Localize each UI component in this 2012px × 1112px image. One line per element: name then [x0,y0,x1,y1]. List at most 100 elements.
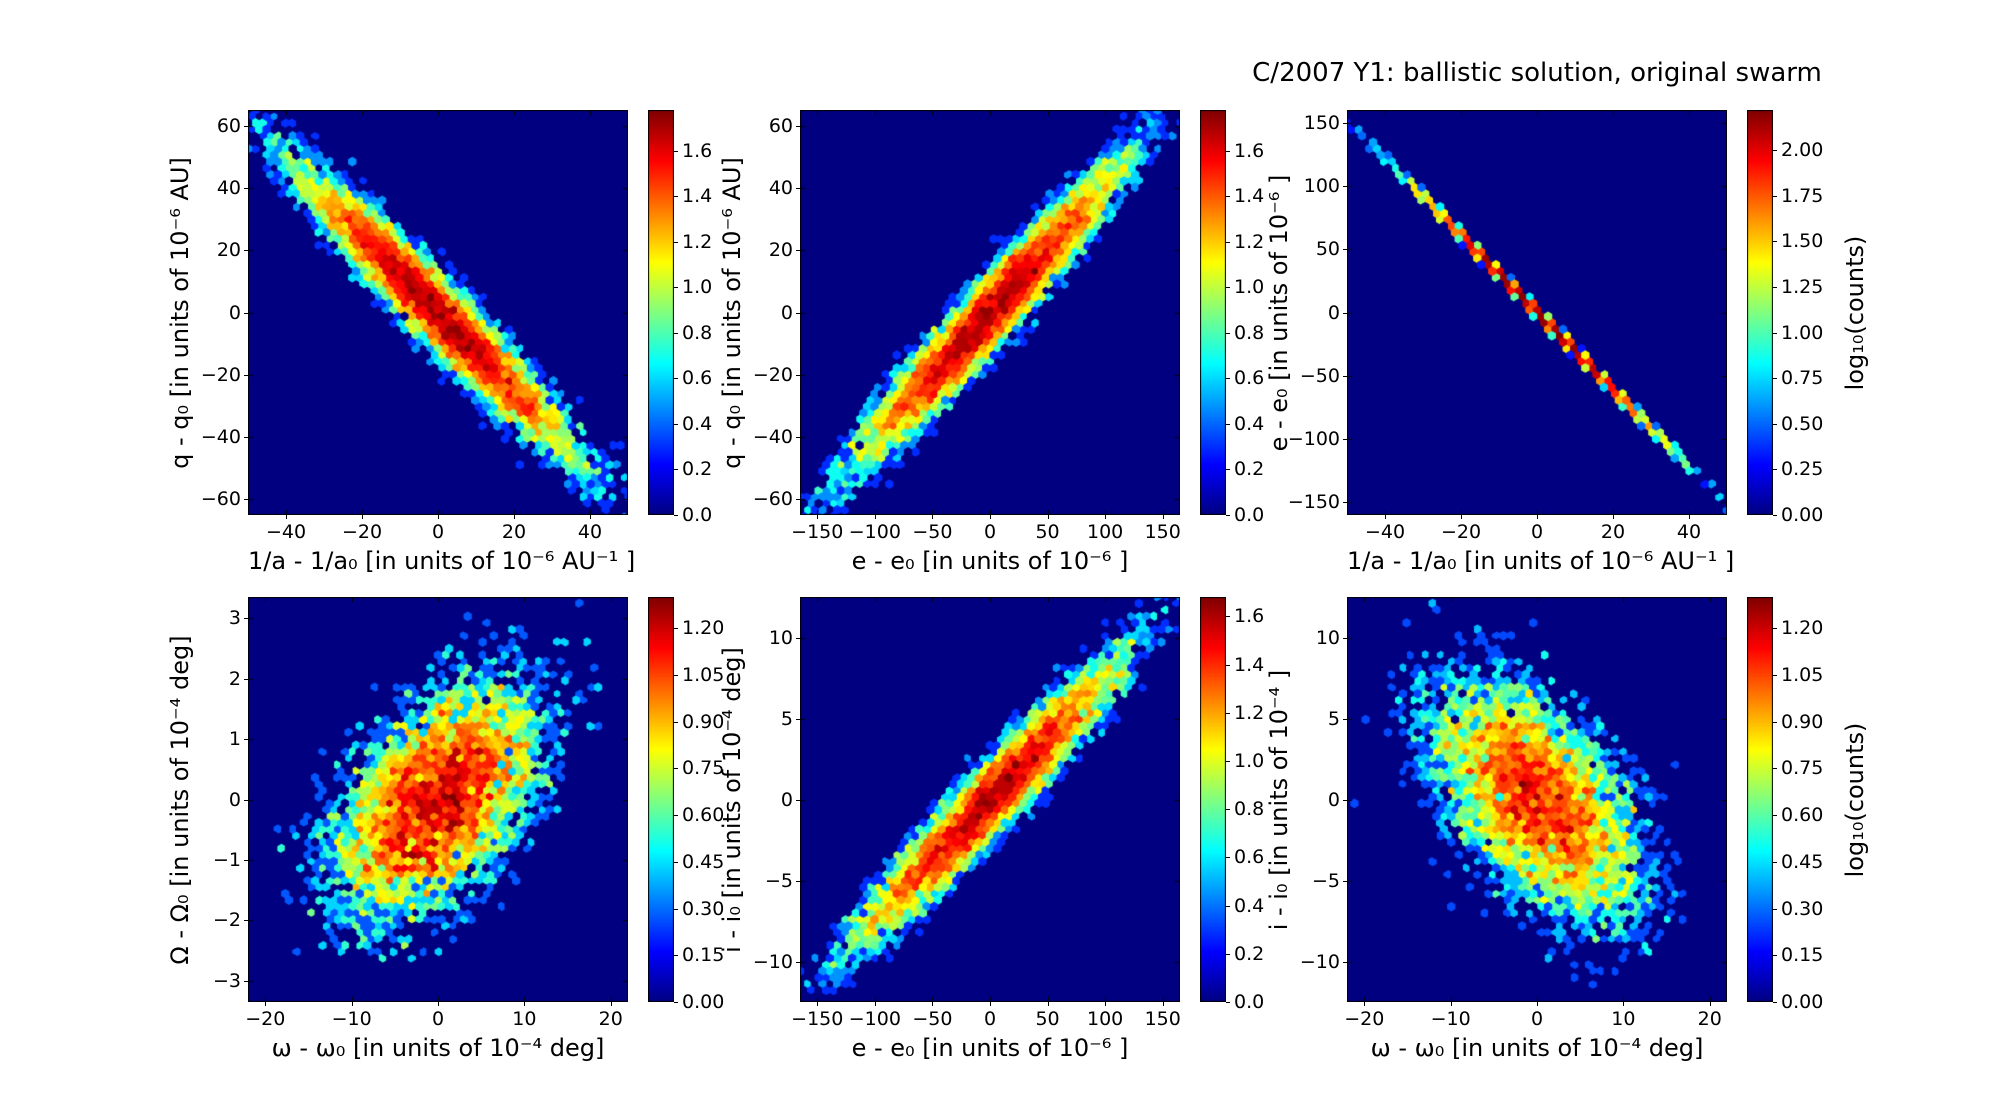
y-tick-label: −100 [1287,428,1340,451]
colorbar-tick-mark [1226,1002,1230,1003]
x-tick-label: 0 [1530,521,1544,543]
colorbar-tick-mark [1226,423,1230,425]
colorbar-tick-mark [1773,1002,1777,1003]
x-tick-label: −20 [1344,1008,1385,1030]
y-tick-mark [244,618,248,620]
x-tick-label: 10 [1611,1008,1636,1030]
y-tick-label: 0 [780,788,793,811]
x-tick-mark [990,515,991,519]
y-tick-label: 0 [228,788,241,811]
colorbar-tick-label: 1.6 [1234,605,1265,628]
colorbar-canvas [1200,597,1226,1002]
colorbar-canvas [648,597,674,1002]
y-tick-label: −60 [200,488,241,511]
x-tick-label: 0 [1530,1008,1544,1030]
colorbar-tick-label: 0.8 [682,321,713,344]
hexbin-plot-canvas [1347,110,1727,515]
x-tick-mark [438,515,439,519]
colorbar-tick-label: 0.8 [1234,321,1265,344]
colorbar-tick-mark [674,861,678,863]
colorbar-tick-mark [1773,628,1777,630]
colorbar-tick-label: 1.20 [1781,617,1824,640]
colorbar-tick-mark [1773,768,1777,770]
colorbar-tick-mark [1226,905,1230,907]
x-tick-label: 20 [598,1008,623,1030]
x-tick-label: 0 [983,521,997,543]
colorbar-tick-mark [674,628,678,630]
colorbar-tick-label: 1.20 [682,617,725,640]
y-tick-mark [244,980,248,982]
x-tick-mark [438,1002,439,1006]
colorbar-tick-mark [1773,332,1777,334]
y-tick-mark [244,859,248,861]
x-tick-label: −10 [1430,1008,1471,1030]
y-tick-label: 5 [1327,707,1340,730]
colorbar-label: log₁₀(counts) [1841,722,1869,877]
x-tick-mark [1537,515,1538,519]
colorbar-tick-mark [674,332,678,334]
colorbar-tick-label: 1.2 [1234,701,1265,724]
y-tick-label: −50 [1299,364,1340,387]
x-tick-mark [817,1002,819,1006]
x-axis-label: 1/a - 1/a₀ [in units of 10⁻⁶ AU⁻¹ ] [248,547,636,575]
y-tick-label: −20 [752,363,793,386]
x-tick-label: 50 [1035,521,1060,543]
y-tick-label: 20 [216,239,241,262]
colorbar-tick-label: 0.0 [1234,991,1265,1013]
y-tick-mark [244,312,248,314]
colorbar-tick-label: 0.15 [682,944,725,967]
colorbar-tick-label: 1.4 [1234,653,1265,676]
colorbar-tick-mark [1226,712,1230,714]
colorbar-canvas [1747,110,1773,515]
y-tick-label: 60 [768,114,793,137]
colorbar-tick-label: 0.30 [1781,897,1824,920]
colorbar-tick-mark [1226,616,1230,618]
y-tick-mark [1343,312,1347,314]
colorbar-tick-mark [1226,515,1230,516]
colorbar-tick-label: 0.90 [682,710,725,733]
x-tick-mark [1689,515,1690,519]
colorbar-tick-label: 0.4 [682,412,713,435]
y-tick-label: 0 [1327,788,1340,811]
x-tick-mark [1364,1002,1366,1006]
x-tick-mark [932,1002,934,1006]
colorbar-tick-label: 0.2 [1234,942,1265,965]
colorbar-tick-label: 0.25 [1781,458,1824,481]
colorbar-tick-mark [674,1002,678,1003]
colorbar-tick-label: 0.30 [682,897,725,920]
colorbar-tick-label: 1.0 [682,276,713,299]
colorbar-tick-label: 1.2 [1234,230,1265,253]
colorbar-tick-label: 0.45 [682,850,725,873]
y-tick-label: 0 [780,301,793,324]
colorbar-tick-mark [674,815,678,817]
colorbar-tick-mark [1226,196,1230,198]
y-tick-mark [244,437,248,439]
y-tick-mark [796,880,800,882]
y-tick-label: 150 [1303,111,1340,134]
y-tick-mark [796,499,800,501]
colorbar-tick-mark [1226,953,1230,955]
colorbar-tick-mark [674,241,678,243]
colorbar-tick-mark [1773,908,1777,910]
colorbar-canvas [1200,110,1226,515]
x-tick-label: −50 [912,1008,953,1030]
y-tick-label: 2 [228,667,241,690]
x-tick-label: 150 [1144,521,1181,543]
colorbar-tick-label: 1.05 [682,663,725,686]
colorbar-tick-mark [1773,286,1777,288]
colorbar-tick-mark [674,721,678,723]
colorbar-tick-mark [1773,721,1777,723]
x-tick-mark [1105,515,1107,519]
colorbar-tick-mark [1773,378,1777,380]
colorbar-tick-mark [1773,861,1777,863]
colorbar-tick-label: 0.2 [682,458,713,481]
x-tick-mark [265,1002,267,1006]
colorbar-tick-label: 1.50 [1781,230,1824,253]
y-tick-mark [796,374,800,376]
colorbar-tick-mark [674,378,678,380]
colorbar-tick-label: 1.00 [1781,321,1824,344]
colorbar-tick-label: 0.75 [682,757,725,780]
colorbar-tick-mark [1773,674,1777,676]
y-tick-label: −5 [1311,869,1340,892]
x-tick-label: −20 [1440,521,1482,543]
